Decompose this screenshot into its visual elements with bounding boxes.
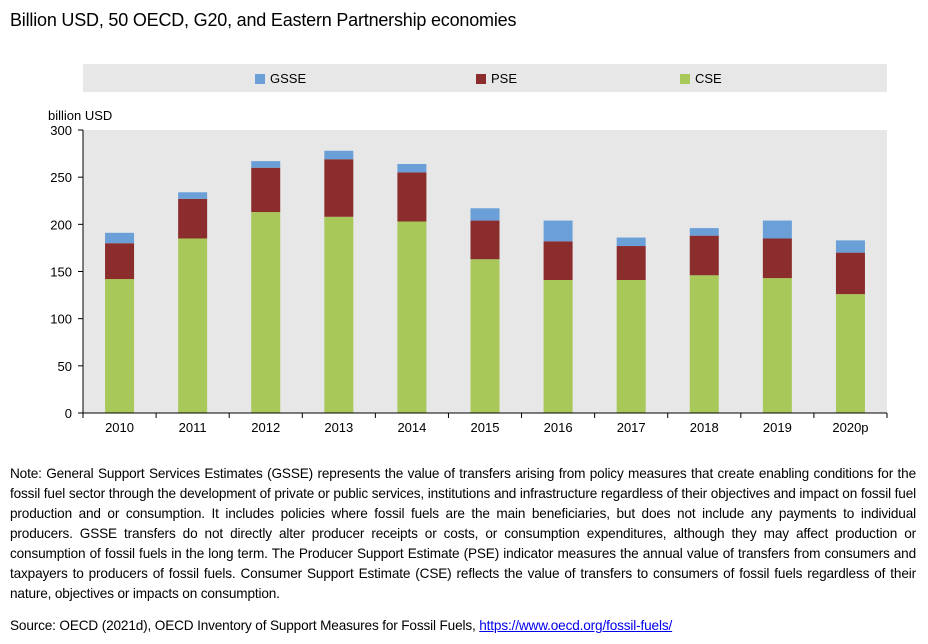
bar-gsse-2020p [835,240,865,253]
y-axis-label: billion USD [48,108,112,123]
legend-item-gsse: GSSE [255,71,306,86]
bar-gsse-2018 [689,228,719,236]
bar-pse-2014 [397,172,427,222]
y-tick-label: 0 [65,406,72,421]
bar-pse-2016 [543,241,573,280]
bar-cse-2010 [105,279,135,413]
bar-pse-2010 [105,243,135,280]
y-tick-label: 150 [50,265,72,280]
bar-gsse-2014 [397,163,427,173]
y-axis: 0 50 100 150 200 250 300 [50,123,84,421]
legend-label-pse: PSE [491,71,518,86]
bar-cse-2012 [251,212,281,413]
bar-gsse-2015 [470,208,500,221]
bar-cse-2013 [324,216,354,413]
source-text: Source: OECD (2021d), OECD Inventory of … [10,618,480,633]
bar-gsse-2019 [762,220,792,239]
bar-cse-2014 [397,221,427,413]
bars-group [105,150,865,413]
bar-cse-2018 [689,275,719,413]
bar-gsse-2010 [105,232,135,244]
y-tick-label: 200 [50,217,72,232]
bar-pse-2017 [616,246,646,280]
x-tick-label: 2013 [324,420,353,435]
x-tick-label: 2011 [179,420,207,435]
x-tick-label: 2018 [690,420,719,435]
bar-pse-2019 [762,238,792,279]
legend-item-pse: PSE [476,71,517,86]
bar-cse-2011 [178,238,208,413]
bar-pse-2012 [251,167,281,213]
bar-gsse-2013 [324,150,354,160]
bar-pse-2015 [470,220,500,260]
bar-cse-2017 [616,279,646,413]
y-tick-label: 100 [50,312,72,327]
legend-label-cse: CSE [695,71,722,86]
bar-pse-2018 [689,235,719,276]
bar-pse-2011 [178,198,208,239]
bar-gsse-2011 [178,192,208,199]
x-tick-label: 2016 [544,420,573,435]
legend-swatch-cse [680,73,690,84]
x-tick-label: 2010 [105,420,134,435]
y-tick-label: 250 [50,170,72,185]
x-tick-label: 2017 [617,420,646,435]
x-axis: 2010 2011 2012 2013 2014 2015 2016 2017 2018 2019… [82,412,888,435]
source-link[interactable]: https://www.oecd.org/fossil-fuels/ [479,618,673,633]
y-tick-label: 300 [50,123,72,138]
x-tick-label: 2014 [397,420,426,435]
bar-cse-2015 [470,259,500,413]
x-tick-label: 2019 [763,420,792,435]
bar-cse-2016 [543,279,573,413]
bar-gsse-2017 [616,237,646,247]
x-tick-label: 2020p [832,420,868,435]
bar-cse-2020p [835,294,865,413]
y-tick-label: 50 [58,359,72,374]
bar-cse-2019 [762,278,792,413]
bar-gsse-2016 [543,220,573,242]
bar-gsse-2012 [251,161,281,168]
chart-legend: GSSE PSE CSE [83,64,887,92]
bar-pse-2020p [835,252,865,295]
x-tick-label: 2012 [251,420,280,435]
legend-swatch-gsse [255,73,265,84]
chart-source: Source: OECD (2021d), OECD Inventory of … [10,616,672,636]
legend-item-cse: CSE [680,71,722,86]
legend-swatch-pse [476,73,486,84]
chart-title: Billion USD, 50 OECD, G20, and Eastern P… [10,10,517,30]
bar-pse-2013 [324,159,354,217]
chart-note: Note: General Support Services Estimates… [10,466,916,601]
legend-label-gsse: GSSE [270,71,307,86]
x-tick-label: 2015 [471,420,500,435]
